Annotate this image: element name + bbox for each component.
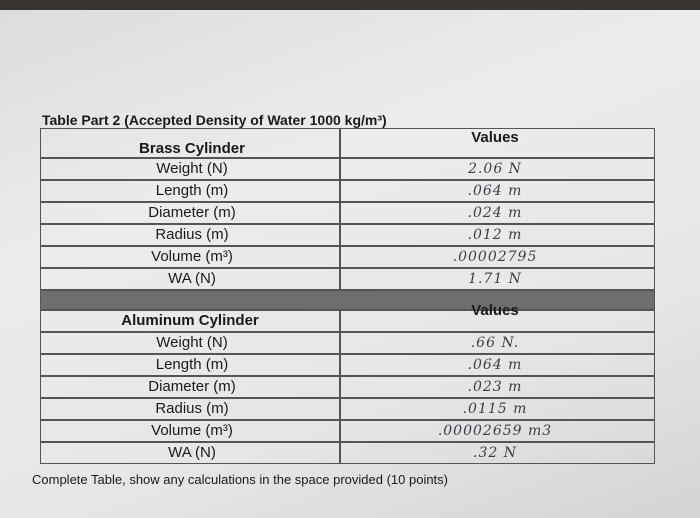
separator-band xyxy=(40,290,655,310)
value-cell xyxy=(340,398,655,420)
values-header: Values xyxy=(471,302,519,319)
label-cell xyxy=(40,202,340,224)
header-cell xyxy=(40,128,340,158)
value-cell xyxy=(340,420,655,442)
value-cell xyxy=(340,376,655,398)
row-label: Radius (m) xyxy=(155,400,229,417)
label-cell xyxy=(40,268,340,290)
instructions: Complete Table, show any calculations in… xyxy=(32,472,448,487)
row-value: 1.71 N xyxy=(468,271,522,287)
value-cell xyxy=(340,442,655,464)
value-cell xyxy=(340,202,655,224)
data-table: Brass Cylinder Values Weight (N) 2.06 N Leng… xyxy=(40,128,655,468)
value-cell xyxy=(340,354,655,376)
row-value: .023 m xyxy=(467,379,523,395)
row-value: .024 m xyxy=(467,205,523,221)
row-label: Volume (m³) xyxy=(151,422,233,439)
row-label: Length (m) xyxy=(155,356,229,373)
label-cell xyxy=(40,158,340,180)
value-cell xyxy=(340,158,655,180)
value-cell xyxy=(340,180,655,202)
value-cell xyxy=(340,268,655,290)
section-name: Brass Cylinder xyxy=(139,140,245,157)
label-cell xyxy=(40,376,340,398)
label-cell xyxy=(40,354,340,376)
row-value: .064 m xyxy=(467,183,523,199)
row-value: .66 N. xyxy=(470,335,520,351)
row-value: .064 m xyxy=(467,357,523,373)
row-value: .32 N xyxy=(473,445,517,461)
label-cell xyxy=(40,246,340,268)
values-header: Values xyxy=(471,129,519,146)
row-label: Diameter (m) xyxy=(148,378,236,395)
row-label: Length (m) xyxy=(155,182,229,199)
header-cell xyxy=(340,310,655,332)
row-label: Weight (N) xyxy=(156,160,228,177)
row-value: .0115 m xyxy=(462,401,528,417)
row-label: Diameter (m) xyxy=(148,204,236,221)
row-label: Volume (m³) xyxy=(151,248,233,265)
row-label: WA (N) xyxy=(168,444,216,461)
header-cell xyxy=(340,128,655,158)
table-title: Table Part 2 (Accepted Density of Water … xyxy=(42,112,387,128)
label-cell xyxy=(40,420,340,442)
label-cell xyxy=(40,180,340,202)
header-cell xyxy=(40,310,340,332)
photo-edge xyxy=(0,0,700,10)
value-cell xyxy=(340,332,655,354)
label-cell xyxy=(40,224,340,246)
row-value: 2.06 N xyxy=(468,161,522,177)
value-cell xyxy=(340,246,655,268)
row-label: Radius (m) xyxy=(155,226,229,243)
section-name: Aluminum Cylinder xyxy=(121,312,259,329)
row-value: .012 m xyxy=(467,227,523,243)
value-cell xyxy=(340,224,655,246)
row-value: .00002795 xyxy=(452,249,538,265)
label-cell xyxy=(40,332,340,354)
row-value: .00002659 m3 xyxy=(437,423,553,439)
row-label: Weight (N) xyxy=(156,334,228,351)
label-cell xyxy=(40,442,340,464)
label-cell xyxy=(40,398,340,420)
row-label: WA (N) xyxy=(168,270,216,287)
